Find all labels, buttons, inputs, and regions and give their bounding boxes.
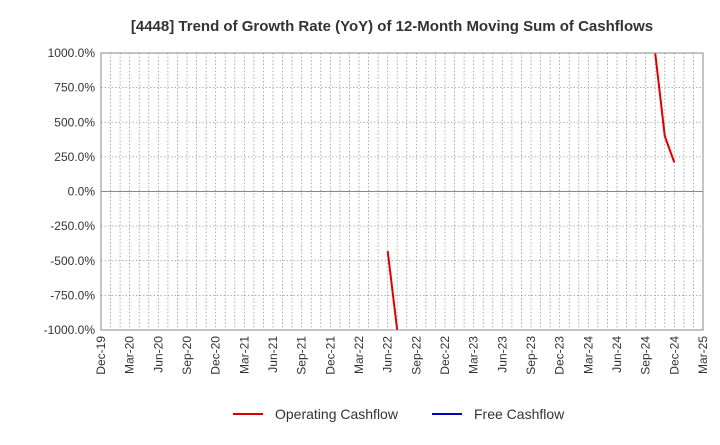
y-axis-labels: 1000.0% 750.0% 500.0% 250.0% 0.0% -250.0% -500… — [44, 46, 96, 337]
y-tick-label: 750.0% — [54, 81, 95, 95]
y-tick-label: 250.0% — [54, 150, 95, 164]
x-tick-label: Jun-22 — [381, 336, 395, 373]
x-tick-label: Jun-23 — [495, 336, 509, 373]
x-tick-label: Mar-22 — [352, 336, 366, 374]
data-lines — [386, 53, 676, 330]
x-tick-label: Dec-19 — [94, 336, 108, 375]
x-tick-label: Dec-20 — [209, 336, 223, 375]
grid — [101, 52, 703, 331]
series-line — [386, 250, 399, 330]
x-tick-label: Mar-23 — [467, 336, 481, 374]
x-tick-label: Jun-24 — [610, 336, 624, 373]
y-tick-label: 0.0% — [68, 185, 96, 199]
y-tick-label: -1000.0% — [44, 323, 96, 337]
x-tick-label: Sep-22 — [409, 336, 423, 375]
chart-title: [4448] Trend of Growth Rate (YoY) of 12-… — [131, 18, 653, 35]
x-tick-label: Sep-23 — [524, 336, 538, 375]
x-tick-label: Mar-21 — [237, 336, 251, 374]
y-tick-label: -500.0% — [50, 254, 95, 268]
x-tick-label: Dec-24 — [667, 336, 681, 375]
legend-label: Operating Cashflow — [275, 406, 399, 422]
x-tick-label: Mar-25 — [696, 336, 710, 374]
x-tick-label: Jun-20 — [151, 336, 165, 373]
y-tick-label: 500.0% — [54, 115, 95, 129]
plot-frame — [100, 52, 704, 331]
x-tick-label: Mar-24 — [581, 336, 595, 374]
x-tick-label: Sep-24 — [639, 336, 653, 375]
y-tick-label: -750.0% — [50, 288, 95, 302]
x-tick-label: Dec-22 — [438, 336, 452, 375]
x-tick-label: Sep-21 — [295, 336, 309, 375]
legend: Operating Cashflow Free Cashflow — [233, 406, 565, 422]
x-tick-label: Dec-23 — [553, 336, 567, 375]
y-tick-label: 1000.0% — [48, 46, 96, 60]
y-tick-label: -250.0% — [50, 219, 95, 233]
x-axis-labels: Dec-19 Mar-20 Jun-20 Sep-20 Dec-20 Mar-21 Jun-… — [94, 336, 710, 375]
legend-label: Free Cashflow — [474, 406, 565, 422]
series-line — [654, 53, 676, 163]
x-tick-label: Sep-20 — [180, 336, 194, 375]
x-tick-label: Mar-20 — [123, 336, 137, 374]
x-tick-label: Jun-21 — [266, 336, 280, 373]
x-tick-label: Dec-21 — [323, 336, 337, 375]
